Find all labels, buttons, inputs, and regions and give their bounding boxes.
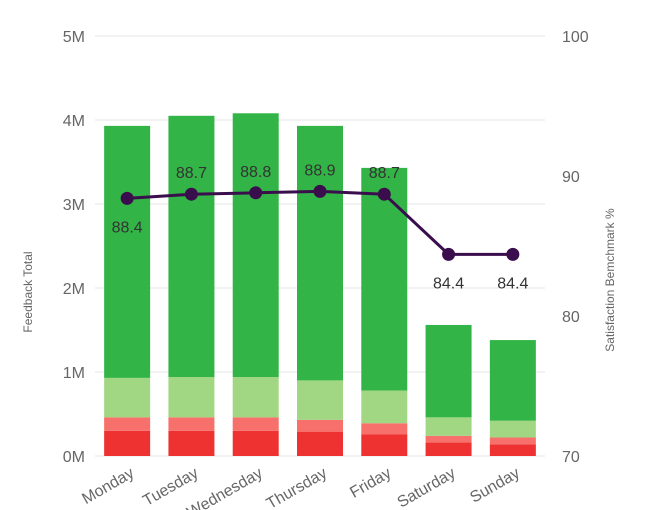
bar-segment-friday-3[interactable] bbox=[361, 390, 408, 424]
bar-segment-wednesday-3[interactable] bbox=[232, 377, 279, 418]
bar-segment-tuesday-4[interactable] bbox=[168, 115, 215, 378]
bar-segment-saturday-2[interactable] bbox=[425, 435, 472, 443]
bar-segment-wednesday-1[interactable] bbox=[232, 430, 279, 456]
bar-segment-thursday-4[interactable] bbox=[297, 125, 343, 381]
bar-series bbox=[104, 113, 536, 456]
benchmark-point-friday[interactable] bbox=[377, 187, 391, 201]
x-tick-label: Saturday bbox=[395, 465, 459, 510]
y-tick-label: 5M bbox=[63, 29, 85, 46]
bar-segment-saturday-4[interactable] bbox=[425, 324, 472, 418]
benchmark-point-wednesday[interactable] bbox=[249, 186, 263, 200]
bar-segment-saturday-1[interactable] bbox=[425, 442, 472, 456]
bar-segment-saturday-3[interactable] bbox=[425, 417, 472, 436]
benchmark-point-tuesday[interactable] bbox=[184, 187, 198, 201]
benchmark-point-saturday[interactable] bbox=[442, 247, 456, 261]
benchmark-data-label: 88.8 bbox=[240, 164, 271, 181]
bar-segment-sunday-3[interactable] bbox=[489, 420, 536, 438]
bar-segment-thursday-2[interactable] bbox=[297, 419, 343, 432]
y-tick-label: 0M bbox=[63, 449, 85, 466]
bar-segment-monday-3[interactable] bbox=[104, 377, 151, 418]
y-axis-title: Feedback Total bbox=[21, 251, 35, 332]
bar-segment-monday-4[interactable] bbox=[104, 125, 151, 378]
bar-segment-friday-2[interactable] bbox=[361, 423, 408, 435]
left-axis-ticks: 0M 1M 2M 3M 4M 5M bbox=[63, 29, 85, 466]
benchmark-data-label: 88.7 bbox=[369, 165, 400, 182]
bar-segment-thursday-1[interactable] bbox=[297, 431, 343, 456]
x-tick-label: Sunday bbox=[467, 465, 522, 507]
x-tick-label: Monday bbox=[79, 465, 137, 508]
y2-tick-label: 90 bbox=[562, 169, 580, 186]
bar-segment-thursday-3[interactable] bbox=[297, 380, 343, 420]
y-tick-label: 1M bbox=[63, 365, 85, 382]
bar-segment-tuesday-1[interactable] bbox=[168, 430, 215, 456]
bar-segment-friday-1[interactable] bbox=[361, 434, 408, 456]
bar-segment-wednesday-2[interactable] bbox=[232, 417, 279, 431]
bar-segment-monday-1[interactable] bbox=[104, 430, 151, 456]
y2-axis-title: Satisfaction Bemchmark % bbox=[603, 208, 617, 352]
y-tick-label: 3M bbox=[63, 197, 85, 214]
benchmark-data-label: 88.4 bbox=[112, 219, 143, 236]
benchmark-data-label: 88.9 bbox=[304, 162, 335, 179]
y-tick-label: 2M bbox=[63, 281, 85, 298]
x-tick-label: Friday bbox=[347, 465, 394, 502]
benchmark-point-thursday[interactable] bbox=[313, 184, 327, 198]
benchmark-data-label: 88.7 bbox=[176, 165, 207, 182]
bar-segment-sunday-2[interactable] bbox=[489, 437, 536, 445]
y-tick-label: 4M bbox=[63, 113, 85, 130]
y2-tick-label: 80 bbox=[562, 309, 580, 326]
y2-tick-label: 100 bbox=[562, 29, 589, 46]
benchmark-point-monday[interactable] bbox=[120, 191, 134, 205]
bar-segment-tuesday-3[interactable] bbox=[168, 377, 215, 418]
bar-segment-friday-4[interactable] bbox=[361, 167, 408, 391]
bar-segment-monday-2[interactable] bbox=[104, 417, 151, 431]
benchmark-data-label: 84.4 bbox=[497, 275, 528, 292]
right-axis-ticks: 70 80 90 100 bbox=[562, 29, 589, 466]
bar-segment-sunday-1[interactable] bbox=[489, 444, 536, 456]
benchmark-data-label: 84.4 bbox=[433, 275, 464, 292]
bar-segment-tuesday-2[interactable] bbox=[168, 417, 215, 431]
bar-segment-sunday-4[interactable] bbox=[489, 340, 536, 421]
benchmark-point-sunday[interactable] bbox=[506, 247, 520, 261]
bar-segment-wednesday-4[interactable] bbox=[232, 113, 279, 378]
y2-tick-label: 70 bbox=[562, 449, 580, 466]
benchmark-line-series: 88.4 88.7 88.8 88.9 88.7 84.4 84.4 bbox=[112, 162, 529, 292]
x-tick-label: Thursday bbox=[264, 465, 330, 510]
